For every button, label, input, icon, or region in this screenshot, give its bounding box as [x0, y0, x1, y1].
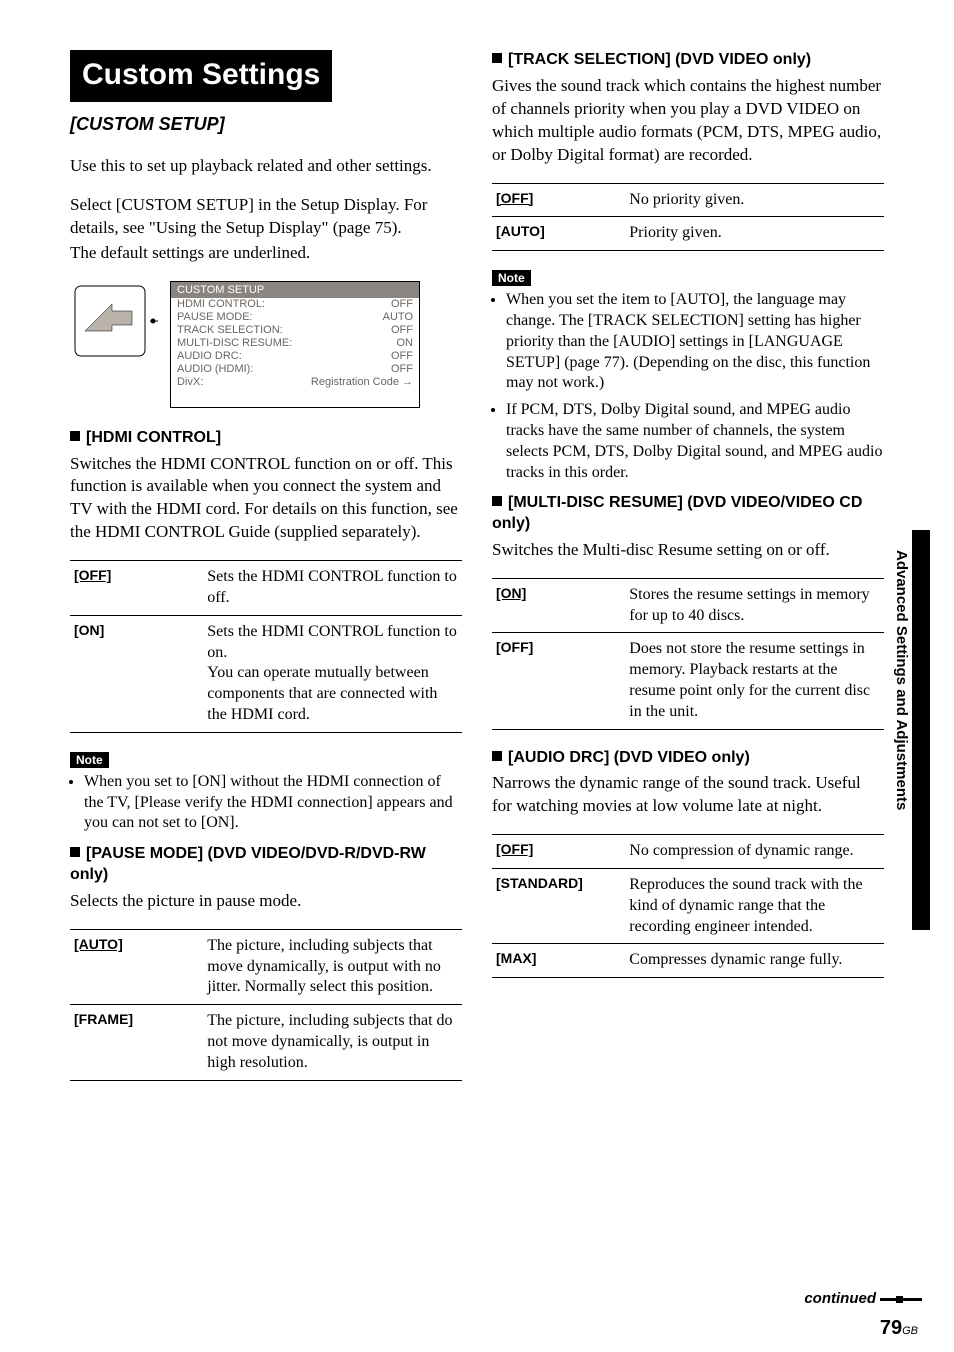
note-item: If PCM, DTS, Dolby Digital sound, and MP… — [506, 400, 884, 483]
osd-row: MULTI-DISC RESUME:ON — [177, 337, 413, 350]
page-suffix: GB — [902, 1325, 918, 1337]
osd-body: HDMI CONTROL:OFF PAUSE MODE:AUTO TRACK S… — [171, 298, 419, 407]
section-subhead: [CUSTOM SETUP] — [70, 114, 462, 135]
note-list: When you set to [ON] without the HDMI co… — [70, 772, 462, 834]
table-row: [OFF]Does not store the resume settings … — [492, 633, 884, 729]
section-title: Custom Settings — [70, 50, 332, 102]
track-selection-heading: [TRACK SELECTION] (DVD VIDEO only) — [492, 50, 884, 71]
hdmi-control-heading: [HDMI CONTROL] — [70, 428, 462, 449]
table-row: [AUTO]Priority given. — [492, 217, 884, 251]
table-row: [OFF]No priority given. — [492, 183, 884, 217]
multi-disc-desc: Switches the Multi-disc Resume setting o… — [492, 539, 884, 562]
intro-paragraph: Select [CUSTOM SETUP] in the Setup Displ… — [70, 194, 462, 240]
square-icon — [70, 431, 80, 441]
audio-drc-desc: Narrows the dynamic range of the sound t… — [492, 772, 884, 818]
note-item: When you set to [ON] without the HDMI co… — [84, 772, 462, 834]
osd-row: HDMI CONTROL:OFF — [177, 298, 413, 311]
osd-illustration: CUSTOM SETUP HDMI CONTROL:OFF PAUSE MODE… — [70, 281, 462, 408]
osd-row: TRACK SELECTION:OFF — [177, 324, 413, 337]
table-row: [ON]Sets the HDMI CONTROL function to on… — [70, 615, 462, 732]
square-icon — [70, 847, 80, 857]
side-section-label: Advanced Settings and Adjustments — [893, 550, 910, 810]
note-tag: Note — [492, 270, 531, 286]
osd-row: AUDIO (HDMI):OFF — [177, 363, 413, 376]
osd-row: PAUSE MODE:AUTO — [177, 311, 413, 324]
page-content: Custom Settings [CUSTOM SETUP] Use this … — [0, 0, 954, 1099]
note-list: When you set the item to [AUTO], the lan… — [492, 290, 884, 483]
page-number-value: 79 — [880, 1317, 902, 1339]
osd-row: DivX:Registration Code → — [177, 376, 413, 389]
hdmi-control-desc: Switches the HDMI CONTROL function on or… — [70, 453, 462, 545]
note-item: When you set the item to [AUTO], the lan… — [506, 290, 884, 394]
table-row: [FRAME]The picture, including subjects t… — [70, 1005, 462, 1080]
intro-paragraph: The default settings are underlined. — [70, 242, 462, 265]
table-row: [AUTO]The picture, including subjects th… — [70, 929, 462, 1004]
pause-mode-desc: Selects the picture in pause mode. — [70, 890, 462, 913]
table-row: [OFF]No compression of dynamic range. — [492, 835, 884, 869]
table-row: [MAX]Compresses dynamic range fully. — [492, 944, 884, 978]
side-tab — [912, 530, 930, 930]
osd-panel: CUSTOM SETUP HDMI CONTROL:OFF PAUSE MODE… — [170, 281, 420, 408]
multi-disc-table: [ON]Stores the resume settings in memory… — [492, 578, 884, 730]
continued-line-icon — [880, 1298, 922, 1301]
left-column: Custom Settings [CUSTOM SETUP] Use this … — [70, 50, 462, 1099]
right-column: [TRACK SELECTION] (DVD VIDEO only) Gives… — [492, 50, 894, 1099]
square-icon — [492, 496, 502, 506]
square-icon — [492, 751, 502, 761]
audio-drc-table: [OFF]No compression of dynamic range. [S… — [492, 834, 884, 978]
note-tag: Note — [70, 752, 109, 768]
square-icon — [492, 53, 502, 63]
table-row: [ON]Stores the resume settings in memory… — [492, 578, 884, 633]
table-row: [STANDARD]Reproduces the sound track wit… — [492, 869, 884, 944]
continued-label: continued — [804, 1290, 876, 1307]
track-selection-table: [OFF]No priority given. [AUTO]Priority g… — [492, 183, 884, 252]
pause-mode-table: [AUTO]The picture, including subjects th… — [70, 929, 462, 1081]
osd-row: AUDIO DRC:OFF — [177, 350, 413, 363]
device-icon — [70, 281, 160, 381]
multi-disc-heading: [MULTI-DISC RESUME] (DVD VIDEO/VIDEO CD … — [492, 493, 884, 535]
track-selection-desc: Gives the sound track which contains the… — [492, 75, 884, 167]
hdmi-control-table: [OFF]Sets the HDMI CONTROL function to o… — [70, 560, 462, 733]
pause-mode-heading: [PAUSE MODE] (DVD VIDEO/DVD-R/DVD-RW onl… — [70, 844, 462, 886]
page-number: 79GB — [880, 1317, 918, 1340]
audio-drc-heading: [AUDIO DRC] (DVD VIDEO only) — [492, 748, 884, 769]
osd-title: CUSTOM SETUP — [171, 282, 419, 298]
table-row: [OFF]Sets the HDMI CONTROL function to o… — [70, 561, 462, 616]
intro-paragraph: Use this to set up playback related and … — [70, 155, 462, 178]
